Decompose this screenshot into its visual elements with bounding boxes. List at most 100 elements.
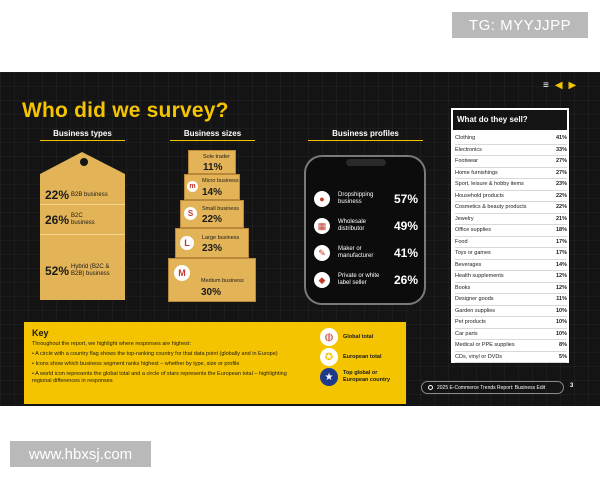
table-cell-value: 14% (555, 261, 567, 268)
section-business-types: Business types (53, 129, 112, 138)
footer-text: 2025 E-Commerce Trends Report: Business … (437, 384, 546, 391)
key-bullet: • A world icon represents the global tot… (32, 371, 287, 384)
tools-icon: ✎ (314, 245, 330, 261)
table-cell-value: 12% (555, 284, 567, 291)
table-row: Toys or games 17% (455, 248, 567, 260)
medium-icon: M (174, 265, 190, 281)
table-cell-label: Designer goods (455, 296, 494, 303)
slide-nav: ≡ ◀ ▶ (543, 80, 576, 91)
table-row: Sport, leisure & hobby items 23% (455, 179, 567, 191)
table-cell-label: Sport, leisure & hobby items (455, 181, 524, 188)
table-cell-label: Footwear (455, 158, 478, 165)
business-type-row: 52% Hybrid (B2C & B2B) business (40, 264, 125, 278)
table-cell-value: 27% (555, 158, 567, 165)
size-pct: 11% (203, 162, 223, 173)
large-icon: L (180, 236, 194, 250)
section-business-sizes: Business sizes (183, 129, 242, 138)
section-underline (308, 140, 423, 141)
profile-label: Wholesale distributor (338, 219, 367, 232)
table-row: Cosmetics & beauty products 22% (455, 202, 567, 214)
table-cell-label: Cosmetics & beauty products (455, 204, 527, 211)
table-cell-label: Household products (455, 192, 504, 199)
size-label: Medium business (201, 278, 244, 284)
size-box-small: S Small business 22% (180, 200, 244, 228)
size-label: Sole trader (203, 154, 230, 160)
table-cell-label: Garden supplies (455, 307, 496, 314)
table-cell-label: Health supplements (455, 273, 504, 280)
table-row: Garden supplies 10% (455, 306, 567, 317)
table-cell-label: Toys or games (455, 250, 491, 257)
footer-pill: 2025 E-Commerce Trends Report: Business … (421, 381, 564, 394)
key-legend-label: Global total (343, 333, 374, 340)
profile-label: Private or white label seller (338, 273, 380, 286)
table-cell-value: 12% (555, 273, 567, 280)
warehouse-icon: ▦ (314, 218, 330, 234)
profile-row: ● Dropshipping business 57% (314, 191, 418, 207)
key-legend-item: ◍ Global total (320, 328, 373, 346)
phone-notch (346, 159, 386, 166)
size-pct: 23% (202, 243, 223, 254)
table-row: CDs, vinyl or DVDs 5% (455, 352, 567, 363)
page-title: Who did we survey? (22, 99, 229, 122)
footer-circle-icon (428, 385, 433, 390)
table-cell-label: Pet products (455, 319, 486, 326)
key-intro: Throughout the report, we highlight wher… (32, 341, 191, 347)
business-type-row: 22% B2B business (40, 188, 125, 202)
key-legend-item: ✪ European total (320, 348, 382, 366)
table-row: Household products 22% (455, 191, 567, 202)
key-legend-label: Top global or European country (343, 370, 391, 383)
sell-table (451, 108, 569, 363)
table-row: Footwear 27% (455, 156, 567, 168)
table-row: Home furnishings 27% (455, 168, 567, 179)
table-cell-label: Home furnishings (455, 169, 498, 176)
divider (40, 234, 125, 235)
profile-label: Dropshipping business (338, 192, 374, 205)
globe-icon: ◍ (320, 328, 338, 346)
table-cell-value: 22% (555, 192, 567, 199)
table-row: Electronics 33% (455, 145, 567, 156)
micro-icon: m (187, 181, 198, 192)
table-cell-value: 5% (559, 353, 567, 360)
key-bullet: • A circle with a country flag shows the… (32, 351, 278, 357)
table-cell-value: 10% (555, 330, 567, 337)
table-cell-label: Electronics (455, 146, 482, 153)
business-type-pct: 22% (45, 188, 70, 202)
table-cell-value: 17% (555, 250, 567, 257)
section-underline (40, 140, 125, 141)
sell-table-title: What do they sell? (453, 110, 567, 130)
size-pct: 14% (202, 187, 223, 198)
table-cell-label: Car parts (455, 330, 478, 337)
key-bullet-text: A world icon represents the global total… (32, 371, 287, 384)
size-box-medium: M Medium business 30% (168, 258, 256, 302)
slide: Who did we survey? ≡ ◀ ▶ Business types … (0, 72, 600, 406)
table-cell-value: 8% (559, 342, 567, 349)
profile-pct: 49% (393, 219, 418, 233)
table-cell-value: 27% (555, 169, 567, 176)
key-bullet-text: A circle with a country flag shows the t… (35, 351, 278, 357)
table-cell-label: Books (455, 284, 471, 291)
table-row: Food 17% (455, 237, 567, 248)
business-type-pct: 26% (45, 213, 70, 227)
table-row: Clothing 41% (455, 133, 567, 145)
size-label: Large business (202, 235, 240, 241)
table-cell-label: Jewelry (455, 215, 474, 222)
tag-hole (80, 158, 88, 166)
table-cell-label: Clothing (455, 135, 476, 142)
next-arrow-icon[interactable]: ▶ (568, 80, 577, 91)
size-label: Small business (202, 206, 239, 212)
divider (40, 204, 125, 205)
flag-icon: ★ (320, 368, 338, 386)
table-cell-value: 33% (555, 146, 567, 153)
page-number: 3 (570, 383, 574, 389)
business-type-label: B2B business (71, 191, 108, 198)
table-row: Books 12% (455, 283, 567, 294)
table-cell-value: 23% (555, 181, 567, 188)
size-pct: 22% (202, 214, 223, 225)
key-legend-label: European total (343, 353, 382, 360)
prev-arrow-icon[interactable]: ◀ (554, 80, 563, 91)
profile-row: ✎ Maker or manufacturer 41% (314, 245, 418, 261)
section-business-profiles: Business profiles (332, 129, 399, 138)
key-bullet: • Icons show which business segment rank… (32, 361, 240, 367)
menu-icon[interactable]: ≡ (543, 80, 549, 91)
